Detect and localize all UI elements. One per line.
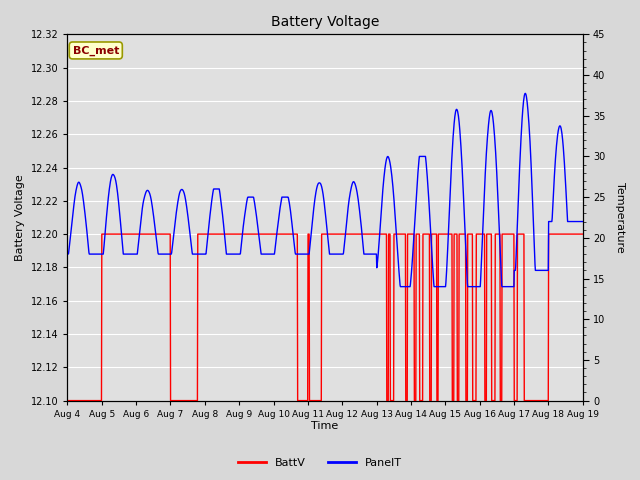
Y-axis label: Battery Voltage: Battery Voltage (15, 174, 25, 261)
PanelT (405, 284, 413, 289)
Line: PanelT: PanelT (67, 94, 582, 287)
PanelT (518, 121, 525, 127)
Title: Battery Voltage: Battery Voltage (271, 15, 380, 29)
Line: BattV: BattV (67, 234, 582, 401)
PanelT (178, 187, 186, 192)
PanelT (63, 251, 71, 257)
PanelT (166, 251, 173, 257)
PanelT (522, 91, 529, 96)
PanelT (472, 284, 480, 289)
BattV (98, 231, 106, 237)
PanelT (397, 284, 404, 289)
BattV (179, 398, 186, 404)
PanelT (236, 251, 243, 257)
BattV (405, 231, 413, 237)
Legend: BattV, PanelT: BattV, PanelT (234, 453, 406, 472)
BattV (63, 398, 71, 404)
BattV (472, 231, 480, 237)
X-axis label: Time: Time (312, 421, 339, 432)
BattV (166, 231, 173, 237)
Text: BC_met: BC_met (72, 45, 119, 56)
PanelT (579, 219, 586, 225)
BattV (579, 231, 586, 237)
BattV (236, 231, 244, 237)
BattV (518, 231, 525, 237)
Y-axis label: Temperature: Temperature (615, 182, 625, 253)
